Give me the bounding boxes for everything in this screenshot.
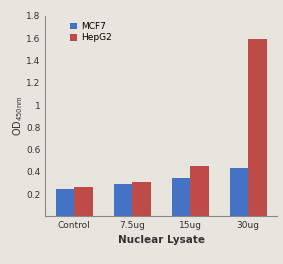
Y-axis label: OD$_{\mathregular{450nm}}$: OD$_{\mathregular{450nm}}$ [11,96,25,136]
X-axis label: Nuclear Lysate: Nuclear Lysate [118,234,205,244]
Legend: MCF7, HepG2: MCF7, HepG2 [68,20,113,44]
Bar [132,182,151,216]
Bar [56,189,74,216]
Bar [190,166,209,216]
Bar [230,168,248,216]
Bar [172,178,190,216]
Bar [114,183,132,216]
Bar [248,39,267,216]
Bar [74,187,93,216]
